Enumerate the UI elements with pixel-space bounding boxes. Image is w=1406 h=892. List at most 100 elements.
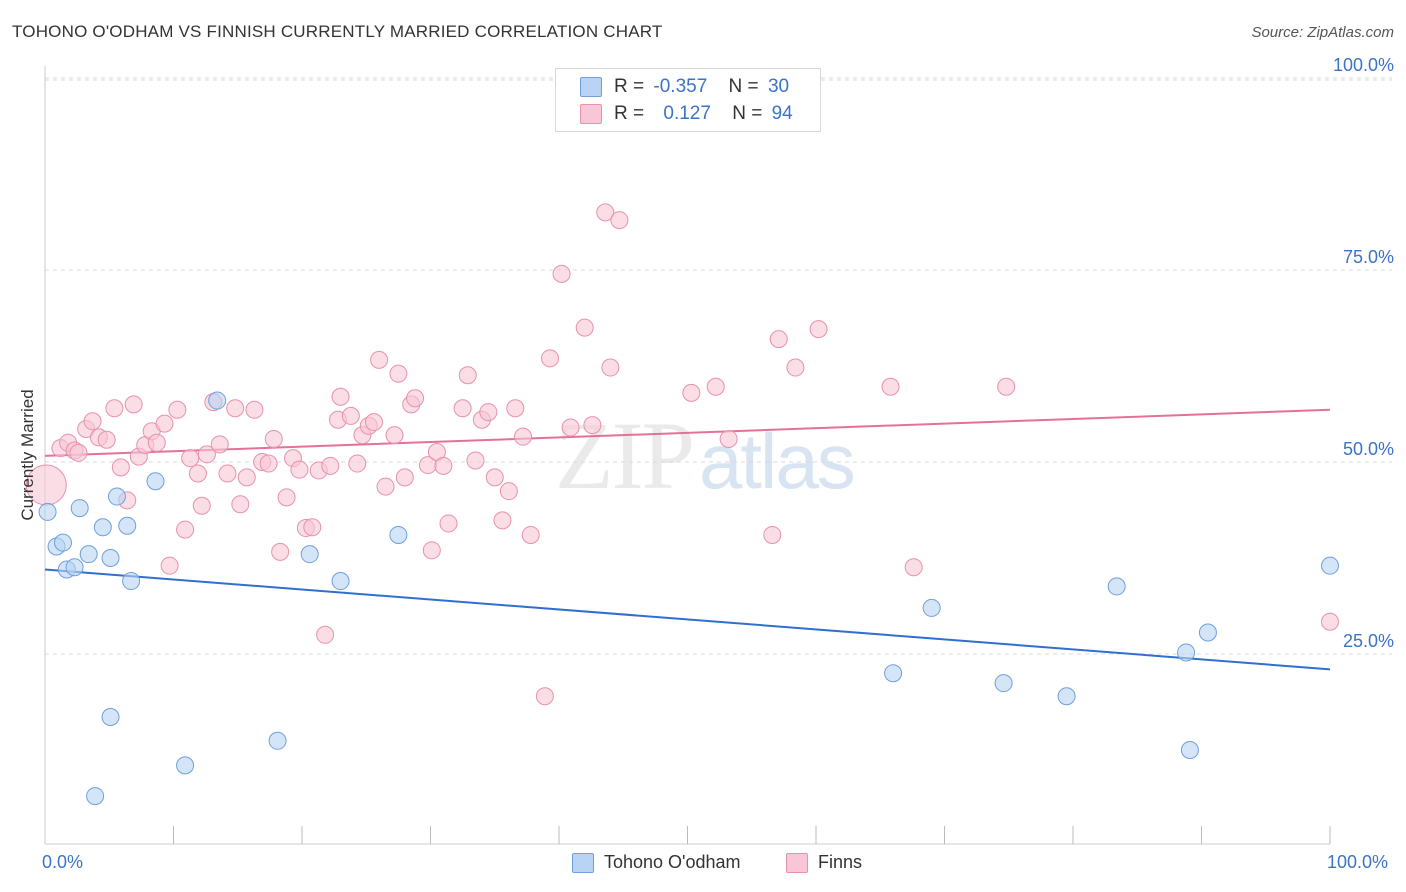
point-tohono [53, 533, 72, 552]
point-tohono [300, 545, 319, 564]
point-tohono [86, 787, 105, 806]
point-finns [395, 468, 414, 487]
point-finns [439, 514, 458, 533]
y-tick-label: 25.0% [1342, 631, 1394, 651]
watermark-zip: ZIP [555, 402, 695, 509]
point-tohono [1321, 556, 1339, 575]
point-finns [521, 525, 540, 544]
point-finns [406, 389, 425, 408]
point-finns [290, 460, 309, 479]
point-finns [245, 400, 264, 419]
y-tick-label: 50.0% [1342, 439, 1394, 459]
r-value: 0.127 [663, 103, 711, 124]
point-tohono [122, 572, 141, 591]
point-finns [904, 558, 923, 577]
point-finns [682, 383, 701, 402]
point-finns [389, 364, 408, 383]
point-tohono [70, 499, 89, 518]
point-finns [561, 418, 580, 437]
point-finns [385, 426, 404, 445]
trend-line-tohono [44, 568, 1331, 671]
r-label: R = [614, 76, 645, 97]
point-finns [264, 429, 283, 448]
point-finns [331, 387, 350, 406]
point-finns [763, 525, 782, 544]
stats-swatch-pink [580, 104, 602, 124]
legend-label: Finns [818, 852, 863, 872]
point-finns [176, 520, 195, 539]
point-finns [348, 454, 367, 473]
point-finns [499, 482, 518, 501]
trend-lines [44, 408, 1331, 671]
point-finns [231, 495, 250, 514]
point-tohono [1180, 741, 1199, 759]
y-axis-label: Currently Married [18, 389, 37, 521]
trend-line-finns [44, 408, 1331, 457]
point-finns [786, 358, 805, 377]
point-finns [719, 429, 738, 448]
point-finns [105, 399, 124, 418]
grid-lines [45, 77, 1392, 655]
point-finns [218, 464, 237, 483]
point-finns [124, 395, 143, 414]
legend-label: Tohono O'odham [604, 852, 741, 872]
point-finns [881, 377, 900, 396]
chart-title: TOHONO O'ODHAM VS FINNISH CURRENTLY MARR… [12, 22, 663, 41]
point-finns [610, 211, 629, 230]
point-finns [155, 414, 174, 433]
point-finns [422, 541, 441, 560]
point-finns [506, 399, 525, 418]
point-finns [83, 412, 102, 431]
point-finns [321, 456, 340, 475]
point-tohono [65, 558, 84, 577]
stats-row-pink: R = 0.127 N = 94 [614, 103, 793, 127]
point-tohono [118, 516, 137, 535]
point-tohono [331, 572, 350, 591]
n-value: 94 [771, 103, 793, 124]
point-finns [226, 399, 245, 418]
point-finns [181, 449, 200, 468]
n-label: N = [728, 76, 759, 97]
y-tick-label: 100.0% [1332, 55, 1394, 75]
point-finns [458, 366, 477, 385]
point-finns [160, 556, 179, 575]
point-finns [706, 377, 725, 396]
stats-swatch-blue [580, 77, 602, 97]
point-finns [1321, 612, 1339, 631]
source-label: Source: ZipAtlas.com [1251, 24, 1394, 41]
point-finns [493, 511, 512, 530]
point-finns [168, 400, 187, 419]
point-finns [601, 358, 620, 377]
point-tohono [38, 502, 57, 521]
legend-swatch-pink [786, 853, 808, 873]
data-points [25, 203, 1339, 806]
n-label: N = [732, 103, 763, 124]
point-tohono [1177, 643, 1196, 662]
point-finns [192, 496, 211, 515]
point-finns [434, 456, 453, 475]
point-tohono [101, 707, 120, 726]
stats-row-blue: R = -0.357 N = 30 [614, 76, 789, 100]
legend-item-tohono: Tohono O'odham [572, 852, 741, 873]
point-tohono [1107, 577, 1126, 596]
point-finns [97, 430, 116, 449]
point-finns [535, 687, 554, 706]
legend-item-finns: Finns [786, 852, 862, 873]
stats-box: R = -0.357 N = 30 R = 0.127 N = 94 [555, 68, 821, 132]
point-finns [376, 477, 395, 496]
n-value: 30 [767, 76, 790, 97]
axes [44, 66, 1331, 845]
point-tohono [922, 598, 941, 617]
point-finns [147, 433, 166, 452]
point-finns [485, 468, 504, 487]
point-finns [271, 542, 290, 561]
point-finns [370, 350, 389, 369]
point-finns [541, 349, 560, 368]
point-finns [69, 443, 88, 462]
point-finns [111, 458, 130, 477]
r-label: R = [614, 103, 645, 124]
point-tohono [389, 525, 408, 544]
point-finns [237, 468, 256, 487]
point-finns [514, 427, 533, 446]
point-tohono [93, 518, 112, 537]
